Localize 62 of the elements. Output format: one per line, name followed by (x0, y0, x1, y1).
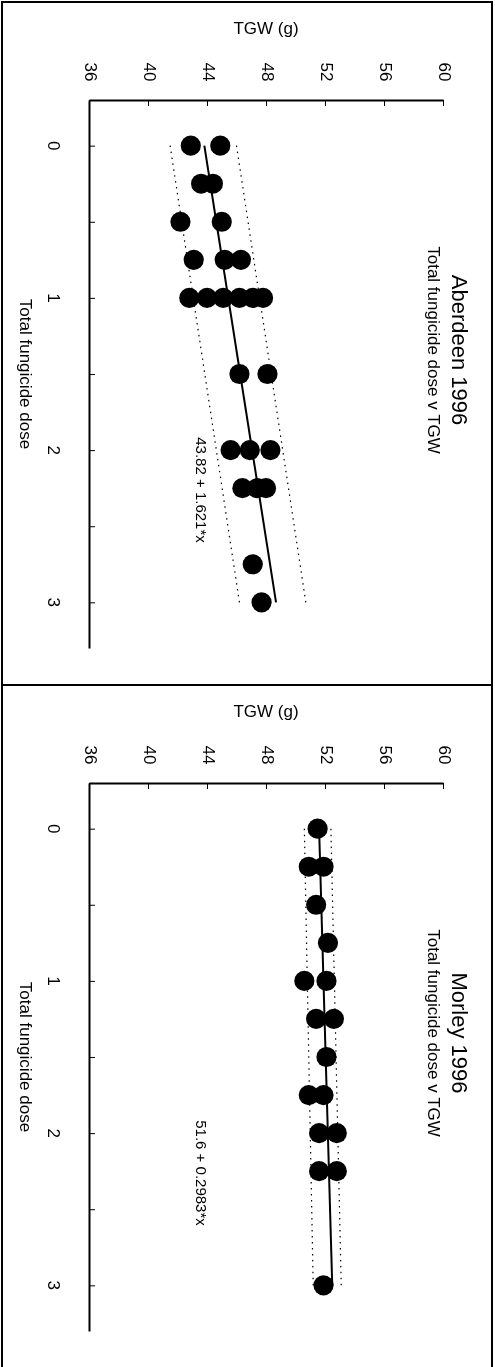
point (323, 1008, 344, 1030)
y-tick-label: 2 (43, 445, 63, 455)
y-tick-label: 3 (43, 1280, 63, 1291)
x-tick-label: 60 (434, 745, 454, 765)
point (229, 363, 250, 385)
point (210, 135, 231, 156)
point (316, 970, 337, 991)
y-tick-label: 1 (43, 293, 63, 303)
point (326, 1123, 347, 1144)
point (260, 440, 281, 461)
x-tick-label: 40 (139, 62, 159, 82)
text: Morley 1996 (447, 972, 473, 1094)
y-tick-label: 0 (43, 140, 63, 151)
x-tick-label: 36 (80, 745, 100, 765)
y-tick-label: 3 (43, 597, 63, 608)
x-tick-label: 40 (139, 745, 159, 765)
x-tick-label: 36 (80, 62, 100, 82)
point (313, 856, 334, 877)
point (306, 1008, 327, 1030)
x-tick-label: 52 (316, 62, 336, 82)
y-axis-title: Total fungicide dose (15, 981, 35, 1133)
y-tick-label: 1 (43, 976, 63, 986)
point (251, 592, 272, 613)
point (307, 818, 328, 839)
point (316, 1046, 337, 1068)
y-tick-label: 2 (43, 1128, 63, 1138)
x-tick-label: 60 (434, 62, 454, 82)
text: Total fungicide dose v TGW (423, 929, 443, 1137)
x-tick-label: 44 (198, 745, 218, 765)
point (213, 287, 234, 308)
point (309, 1161, 330, 1182)
point (306, 894, 327, 915)
point (211, 211, 232, 232)
point (179, 287, 200, 308)
point (326, 1161, 347, 1182)
x-tick-label: 56 (375, 62, 395, 82)
x-tick-label: 48 (257, 745, 277, 765)
point (170, 211, 191, 232)
point (239, 440, 260, 461)
point (220, 440, 241, 461)
text: Total fungicide dose v TGW (423, 246, 443, 454)
x-axis-title: TGW (g) (233, 702, 299, 721)
point (313, 1084, 334, 1106)
y-axis-title: Total fungicide dose (15, 298, 35, 450)
x-tick-label: 48 (257, 62, 277, 82)
annotation: 43.82 + 1.621*x (193, 437, 211, 544)
point (230, 249, 252, 270)
annotation: 51.6 + 0.2983*x (193, 1120, 211, 1227)
point (257, 363, 278, 385)
text: Aberdeen 1996 (447, 274, 473, 426)
y-tick-label: 0 (43, 823, 63, 834)
point (242, 554, 263, 575)
x-tick-label: 56 (375, 745, 395, 765)
point (309, 1123, 330, 1144)
x-axis-title: TGW (g) (233, 19, 299, 38)
point (313, 1275, 334, 1296)
point (294, 970, 315, 991)
point (180, 135, 201, 156)
x-tick-label: 52 (316, 745, 336, 765)
point (317, 932, 339, 953)
point (183, 249, 204, 270)
x-tick-label: 44 (198, 62, 218, 82)
